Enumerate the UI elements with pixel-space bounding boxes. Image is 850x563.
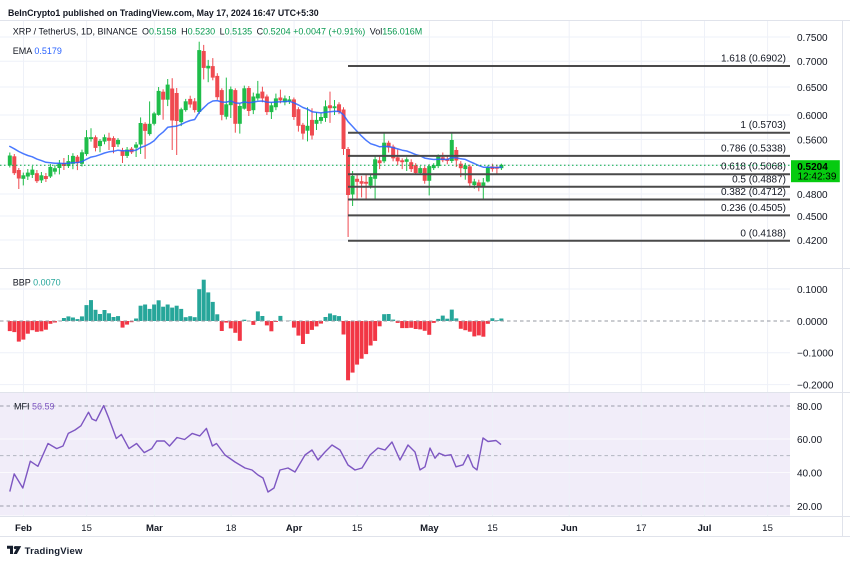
svg-text:0.4800: 0.4800 [797,190,828,201]
svg-text:20.00: 20.00 [797,502,822,513]
svg-text:15: 15 [352,523,363,534]
svg-text:0.618 (0.5068): 0.618 (0.5068) [721,162,786,173]
svg-text:1 (0.5703): 1 (0.5703) [740,120,786,131]
svg-text:EMA 0.5179: EMA 0.5179 [13,46,62,56]
svg-text:Apr: Apr [286,523,303,534]
svg-text:12:42:39: 12:42:39 [798,172,837,183]
svg-text:0.382 (0.4712): 0.382 (0.4712) [721,187,786,198]
svg-text:0.0000: 0.0000 [797,317,828,328]
svg-text:XRP / TetherUS, 1D, BINANCE O0: XRP / TetherUS, 1D, BINANCE O0.5158 H0.5… [13,27,422,37]
svg-text:MFI 56.59: MFI 56.59 [14,402,55,412]
svg-text:0.4500: 0.4500 [797,212,828,223]
svg-text:−0.1000: −0.1000 [797,349,834,360]
svg-text:0.6000: 0.6000 [797,111,828,122]
svg-text:17: 17 [636,523,647,534]
svg-text:15: 15 [487,523,498,534]
svg-text:BeInCrypto1 published on Tradi: BeInCrypto1 published on TradingView.com… [8,8,319,18]
svg-text:15: 15 [762,523,773,534]
svg-text:15: 15 [81,523,92,534]
svg-text:0.4200: 0.4200 [797,236,828,247]
svg-text:0.1000: 0.1000 [797,285,828,296]
svg-text:40.00: 40.00 [797,468,822,479]
svg-text:−0.2000: −0.2000 [797,380,834,391]
svg-text:18: 18 [226,523,237,534]
svg-text:0.5 (0.4887): 0.5 (0.4887) [732,174,786,185]
svg-text:0.5204: 0.5204 [797,162,828,173]
svg-text:1.618 (0.6902): 1.618 (0.6902) [721,54,786,65]
svg-text:0 (0.4188): 0 (0.4188) [740,228,786,239]
svg-text:0.7500: 0.7500 [797,33,828,44]
svg-text:Mar: Mar [146,523,163,534]
svg-text:Feb: Feb [15,523,32,534]
svg-text:BBP 0.0070: BBP 0.0070 [13,278,61,288]
svg-text:0.7000: 0.7000 [797,57,828,68]
svg-text:0.786 (0.5338): 0.786 (0.5338) [721,143,786,154]
svg-text:0.236 (0.4505): 0.236 (0.4505) [721,203,786,214]
svg-text:Jul: Jul [698,523,712,534]
svg-text:Jun: Jun [561,523,578,534]
svg-text:0.6500: 0.6500 [797,83,828,94]
svg-text:60.00: 60.00 [797,435,822,446]
svg-text:80.00: 80.00 [797,402,822,413]
svg-text:0.5600: 0.5600 [797,135,828,146]
svg-text:TradingView: TradingView [25,546,83,557]
svg-text:May: May [420,523,439,534]
